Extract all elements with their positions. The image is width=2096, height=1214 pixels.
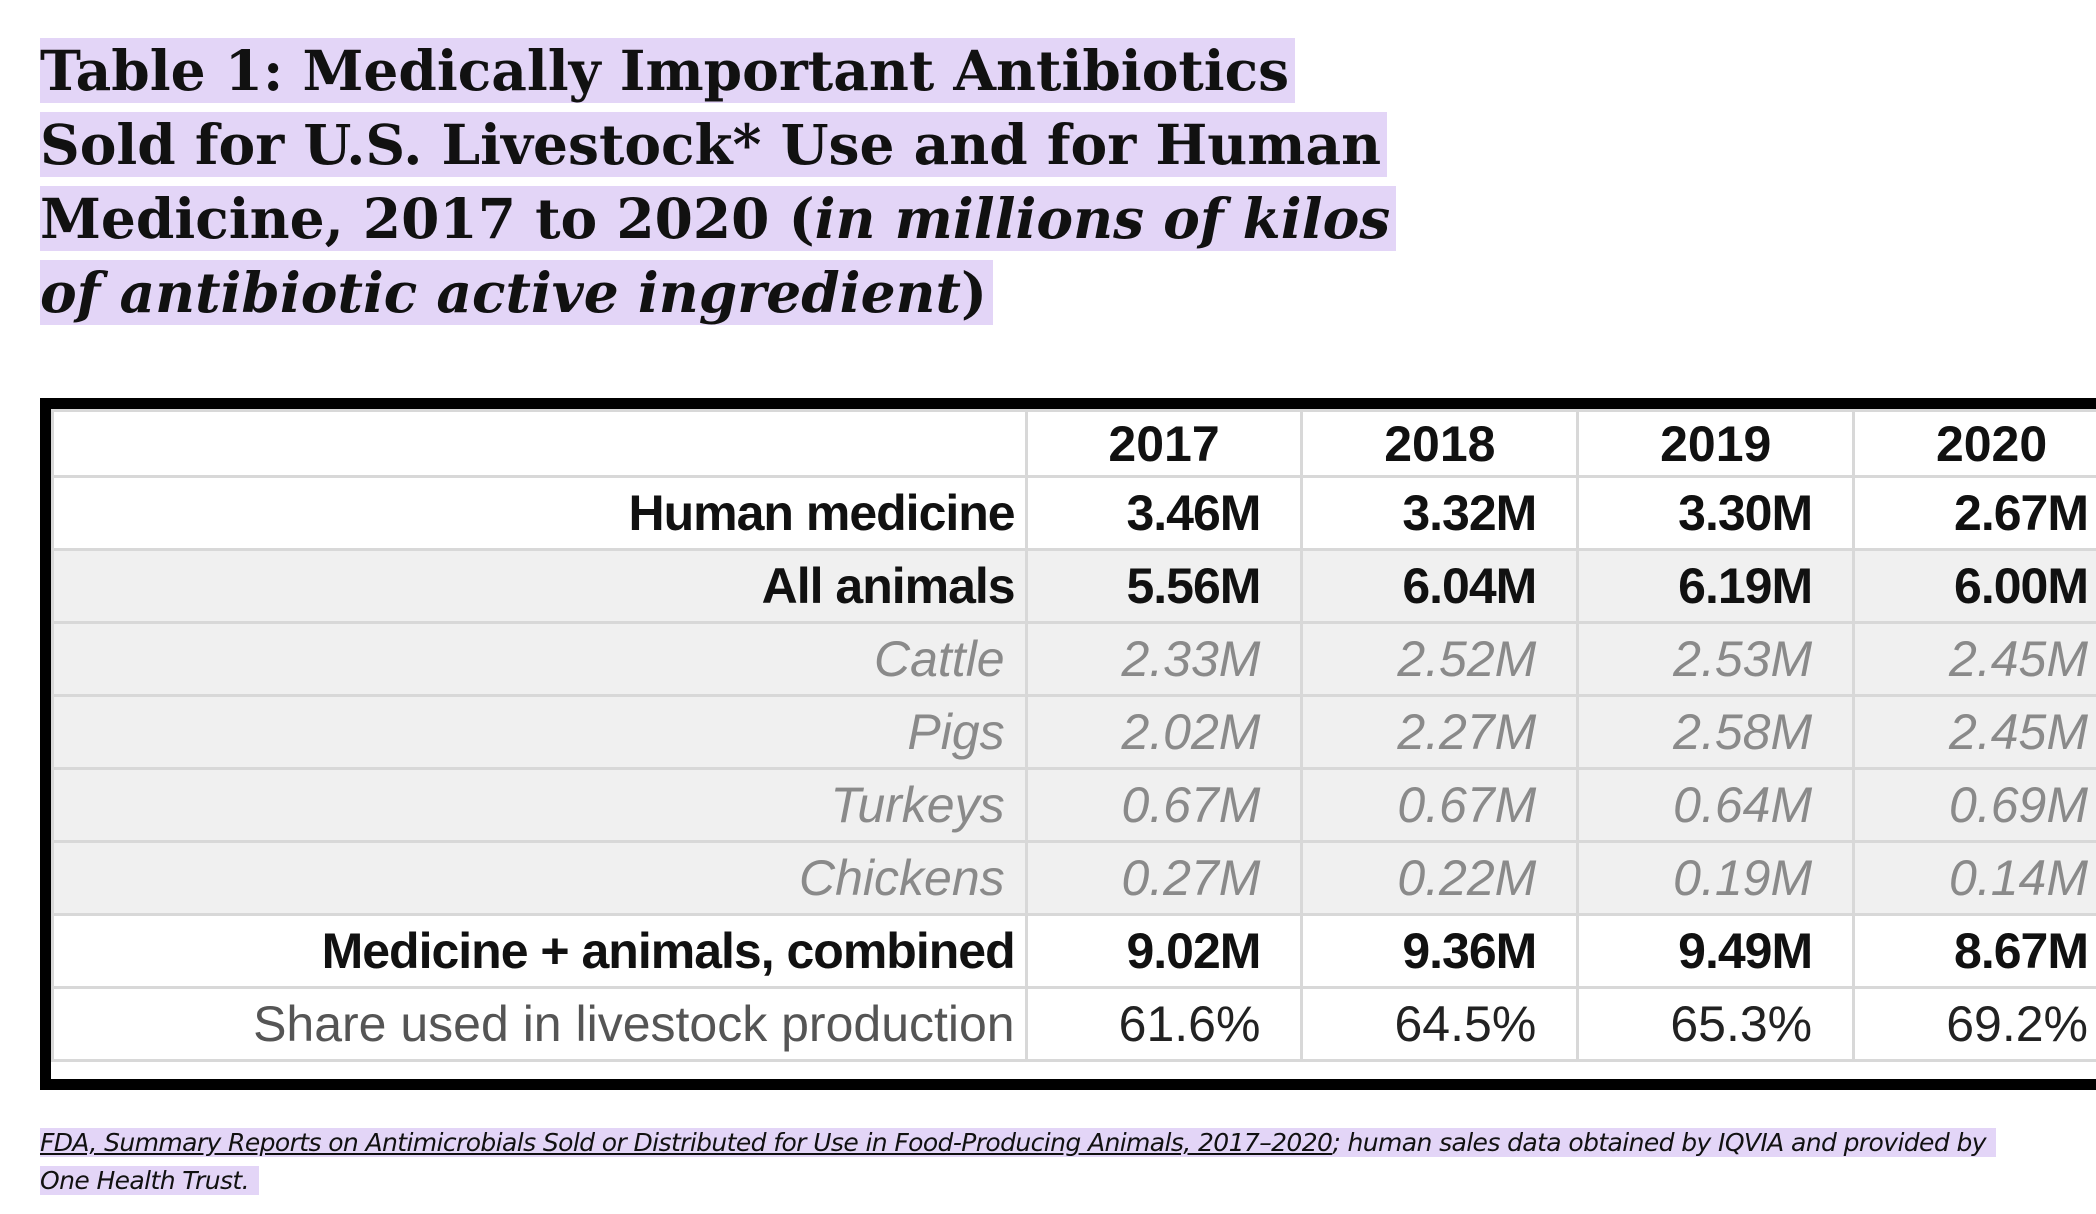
header-2017: 2017 (1024, 409, 1304, 478)
cell: 0.14M (1852, 840, 2096, 916)
cell: 2.33M (1024, 621, 1304, 697)
cell: 0.19M (1576, 840, 1856, 916)
cell: 2.67M (1852, 475, 2096, 551)
cell: 6.00M (1852, 548, 2096, 624)
cell: 2.27M (1300, 694, 1580, 770)
title-main: Table 1: Medically Important Antibiotics… (40, 38, 1382, 251)
row-label: Chickens (51, 840, 1028, 916)
header-blank (51, 409, 1028, 478)
cell: 9.02M (1024, 913, 1304, 989)
row-label: Medicine + animals, combined (51, 913, 1028, 989)
title-units: in millions of kilos of antibiotic activ… (40, 186, 1391, 325)
cell: 8.67M (1852, 913, 2096, 989)
row-label: Pigs (51, 694, 1028, 770)
table-row: All animals 5.56M 6.04M 6.19M 6.00M (51, 548, 2096, 624)
source-text: ; human sales data obtained by IQVIA and… (40, 1128, 1987, 1195)
cell: 6.04M (1300, 548, 1580, 624)
header-2018: 2018 (1300, 409, 1580, 478)
cell: 64.5% (1300, 986, 1580, 1062)
cell: 2.53M (1576, 621, 1856, 697)
table-row: Medicine + animals, combined 9.02M 9.36M… (51, 913, 2096, 989)
cell: 0.22M (1300, 840, 1580, 916)
cell: 5.56M (1024, 548, 1304, 624)
row-label: Cattle (51, 621, 1028, 697)
cell: 65.3% (1576, 986, 1856, 1062)
table-row: Share used in livestock production 61.6%… (51, 986, 2096, 1062)
title-close: ) (960, 260, 987, 325)
cell: 2.52M (1300, 621, 1580, 697)
table-row: Cattle 2.33M 2.52M 2.53M 2.45M (51, 621, 2096, 697)
header-2020: 2020 (1852, 409, 2096, 478)
row-label: All animals (51, 548, 1028, 624)
cell: 0.27M (1024, 840, 1304, 916)
table-row: Turkeys 0.67M 0.67M 0.64M 0.69M (51, 767, 2096, 843)
cell: 61.6% (1024, 986, 1304, 1062)
cell: 9.36M (1300, 913, 1580, 989)
source-link[interactable]: FDA, Summary Reports on Antimicrobials S… (40, 1128, 1333, 1157)
table-row: Pigs 2.02M 2.27M 2.58M 2.45M (51, 694, 2096, 770)
cell: 9.49M (1576, 913, 1856, 989)
table-title: Table 1: Medically Important Antibiotics… (40, 34, 1440, 330)
cell: 2.02M (1024, 694, 1304, 770)
cell: 3.30M (1576, 475, 1856, 551)
cell: 2.45M (1852, 621, 2096, 697)
cell: 0.67M (1024, 767, 1304, 843)
antibiotics-table: 2017 2018 2019 2020 Human medicine 3.46M… (40, 398, 2096, 1090)
header-row: 2017 2018 2019 2020 (51, 409, 2096, 478)
cell: 3.32M (1300, 475, 1580, 551)
cell: 69.2% (1852, 986, 2096, 1062)
cell: 2.58M (1576, 694, 1856, 770)
cell: 2.45M (1852, 694, 2096, 770)
header-2019: 2019 (1576, 409, 1856, 478)
cell: 3.46M (1024, 475, 1304, 551)
row-label: Turkeys (51, 767, 1028, 843)
table-row: Human medicine 3.46M 3.32M 3.30M 2.67M (51, 475, 2096, 551)
source-note: FDA, Summary Reports on Antimicrobials S… (40, 1124, 2020, 1200)
cell: 0.64M (1576, 767, 1856, 843)
row-label: Human medicine (51, 475, 1028, 551)
table-row: Chickens 0.27M 0.22M 0.19M 0.14M (51, 840, 2096, 916)
row-label: Share used in livestock production (51, 986, 1028, 1062)
cell: 0.69M (1852, 767, 2096, 843)
cell: 6.19M (1576, 548, 1856, 624)
cell: 0.67M (1300, 767, 1580, 843)
